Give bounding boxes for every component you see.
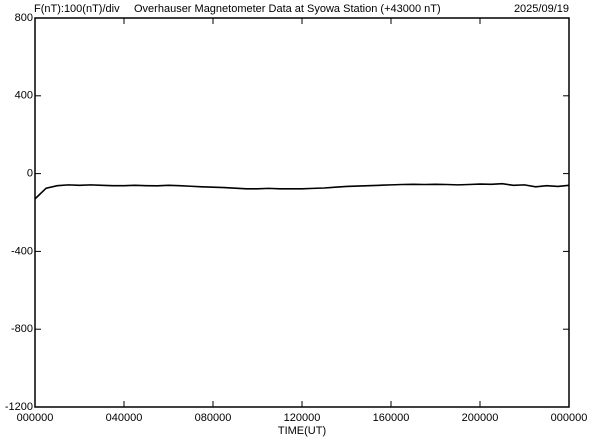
date-label: 2025/09/19 bbox=[514, 3, 569, 15]
x-tick-label: 160000 bbox=[373, 412, 410, 424]
y-tick-label: -800 bbox=[11, 323, 33, 335]
x-axis-label: TIME(UT) bbox=[278, 425, 326, 437]
x-tick-label: 120000 bbox=[284, 412, 321, 424]
x-tick-label: 000000 bbox=[17, 412, 54, 424]
data-line bbox=[34, 182, 570, 200]
y-tick-label: 800 bbox=[15, 12, 33, 24]
y-tick-label: 0 bbox=[27, 168, 33, 180]
plot-frame bbox=[34, 17, 570, 408]
chart-title: Overhauser Magnetometer Data at Syowa St… bbox=[134, 3, 441, 15]
y-tick-label: 400 bbox=[15, 90, 33, 102]
scale-label: F(nT):100(nT)/div bbox=[34, 3, 120, 15]
x-tick-label: 040000 bbox=[106, 412, 143, 424]
y-tick-label: -1200 bbox=[5, 401, 33, 413]
y-tick-label: -400 bbox=[11, 245, 33, 257]
x-tick-label: 000000 bbox=[551, 412, 588, 424]
x-tick-label: 200000 bbox=[462, 412, 499, 424]
x-tick-label: 080000 bbox=[195, 412, 232, 424]
